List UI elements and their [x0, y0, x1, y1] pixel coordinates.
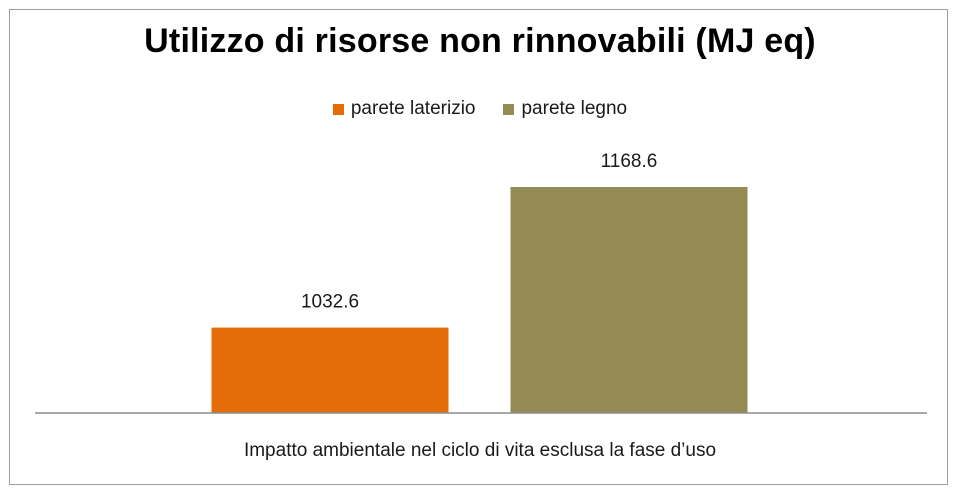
- legend-item-parete-legno: parete legno: [503, 98, 627, 120]
- bar-group: 1032.6 1168.6: [211, 151, 748, 413]
- data-label-parete-legno: 1168.6: [601, 151, 658, 172]
- chart-frame: [9, 9, 948, 485]
- legend-label-parete-legno: parete legno: [521, 98, 628, 119]
- data-label-parete-laterizio: 1032.6: [301, 292, 359, 313]
- legend-item-parete-laterizio: parete laterizio: [332, 98, 476, 120]
- legend-label-parete-laterizio: parete laterizio: [350, 98, 476, 119]
- chart-title: Utilizzo di risorse non rinnovabili (MJ …: [144, 22, 816, 60]
- bar-parete-laterizio: [211, 327, 449, 413]
- legend-swatch-parete-legno: [503, 103, 515, 115]
- legend-swatch-parete-laterizio: [332, 103, 344, 115]
- bar-parete-legno: [510, 187, 748, 413]
- chart-legend: parete laterizio parete legno: [0, 98, 960, 120]
- x-category-label: Impatto ambientale nel ciclo di vita esc…: [244, 440, 716, 461]
